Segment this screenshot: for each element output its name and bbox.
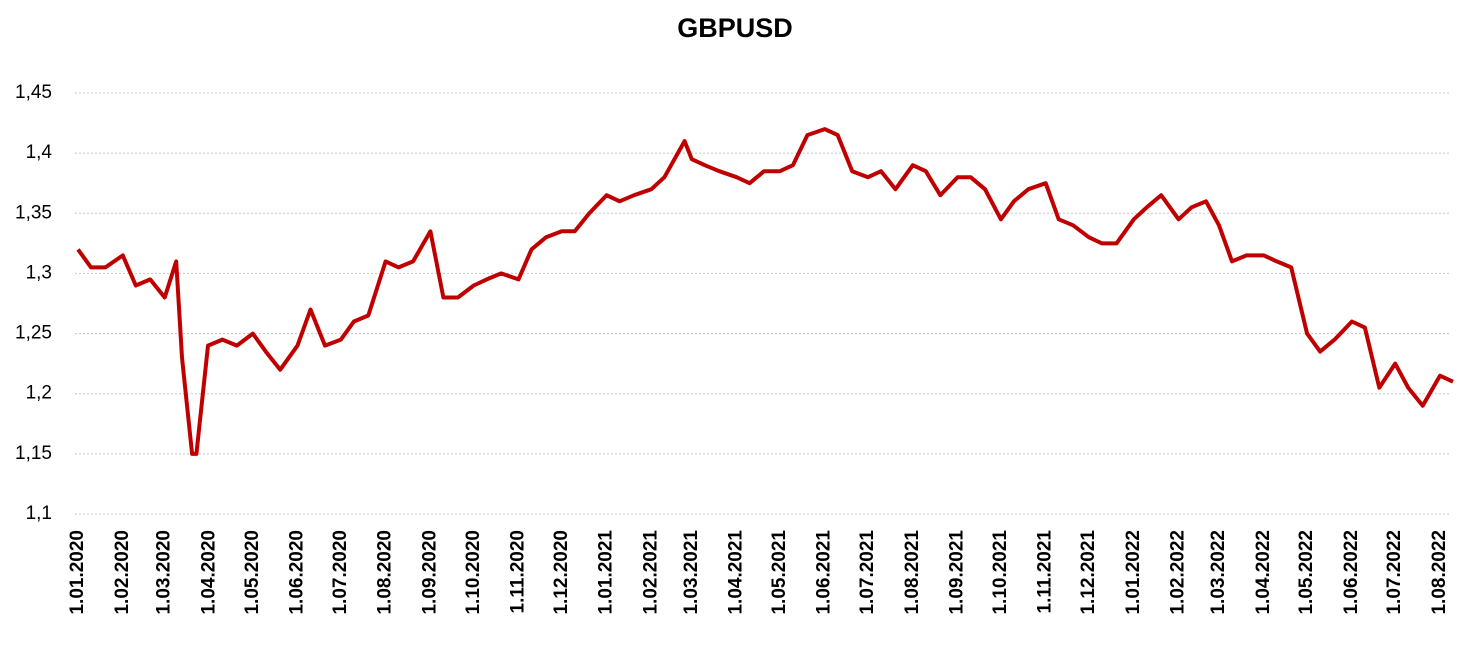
- x-tick-label: 1.12.2020: [551, 530, 572, 615]
- data-line: [76, 127, 1454, 456]
- y-tick-label: 1,3: [26, 262, 52, 283]
- x-tick-label: 1.01.2021: [596, 530, 617, 615]
- x-tick-label: 1.07.2020: [330, 530, 351, 615]
- x-tick-label: 1.03.2022: [1208, 530, 1229, 615]
- y-tick-label: 1,15: [15, 443, 52, 464]
- x-tick-label: 1.02.2022: [1168, 530, 1189, 615]
- y-tick-label: 1,2: [26, 383, 52, 404]
- x-tick-label: 1.05.2022: [1296, 530, 1317, 615]
- x-tick-label: 1.05.2021: [769, 530, 790, 615]
- chart-title: GBPUSD: [677, 13, 793, 43]
- x-tick-label: 1.04.2021: [726, 530, 747, 615]
- x-tick-label: 1.03.2020: [154, 530, 175, 615]
- y-tick-label: 1,35: [15, 202, 52, 223]
- x-tick-label: 1.03.2021: [681, 530, 702, 615]
- x-tick-label: 1.01.2020: [67, 530, 88, 615]
- x-tick-label: 1.11.2021: [1035, 530, 1056, 614]
- x-tick-label: 1.11.2020: [508, 530, 529, 613]
- x-tick-label: 1.02.2021: [640, 530, 661, 615]
- y-tick-label: 1,1: [26, 503, 52, 524]
- x-tick-label: 1.07.2021: [857, 530, 878, 615]
- x-tick-label: 1.08.2020: [375, 530, 396, 615]
- x-tick-label: 1.08.2022: [1429, 530, 1450, 615]
- x-tick-label: 1.04.2020: [198, 530, 219, 615]
- x-tick-label: 1.02.2020: [112, 530, 133, 615]
- x-tick-label: 1.10.2021: [990, 530, 1011, 615]
- x-tick-label: 1.08.2021: [902, 530, 923, 615]
- x-tick-label: 1.12.2021: [1078, 530, 1099, 615]
- x-tick-label: 1.10.2020: [463, 530, 484, 615]
- x-tick-label: 1.04.2022: [1253, 530, 1274, 615]
- x-tick-label: 1.01.2022: [1123, 530, 1144, 615]
- x-tick-label: 1.05.2020: [242, 530, 263, 615]
- x-tick-label: 1.06.2022: [1341, 530, 1362, 615]
- x-tick-label: 1.09.2020: [419, 530, 440, 615]
- y-tick-label: 1,25: [15, 323, 52, 344]
- y-tick-label: 1,4: [26, 142, 53, 163]
- x-tick-label: 1.07.2022: [1384, 530, 1405, 615]
- x-tick-label: 1.06.2021: [814, 530, 835, 615]
- x-tick-label: 1.06.2020: [287, 530, 308, 615]
- y-tick-label: 1,45: [15, 82, 52, 103]
- x-tick-label: 1.09.2021: [947, 530, 968, 615]
